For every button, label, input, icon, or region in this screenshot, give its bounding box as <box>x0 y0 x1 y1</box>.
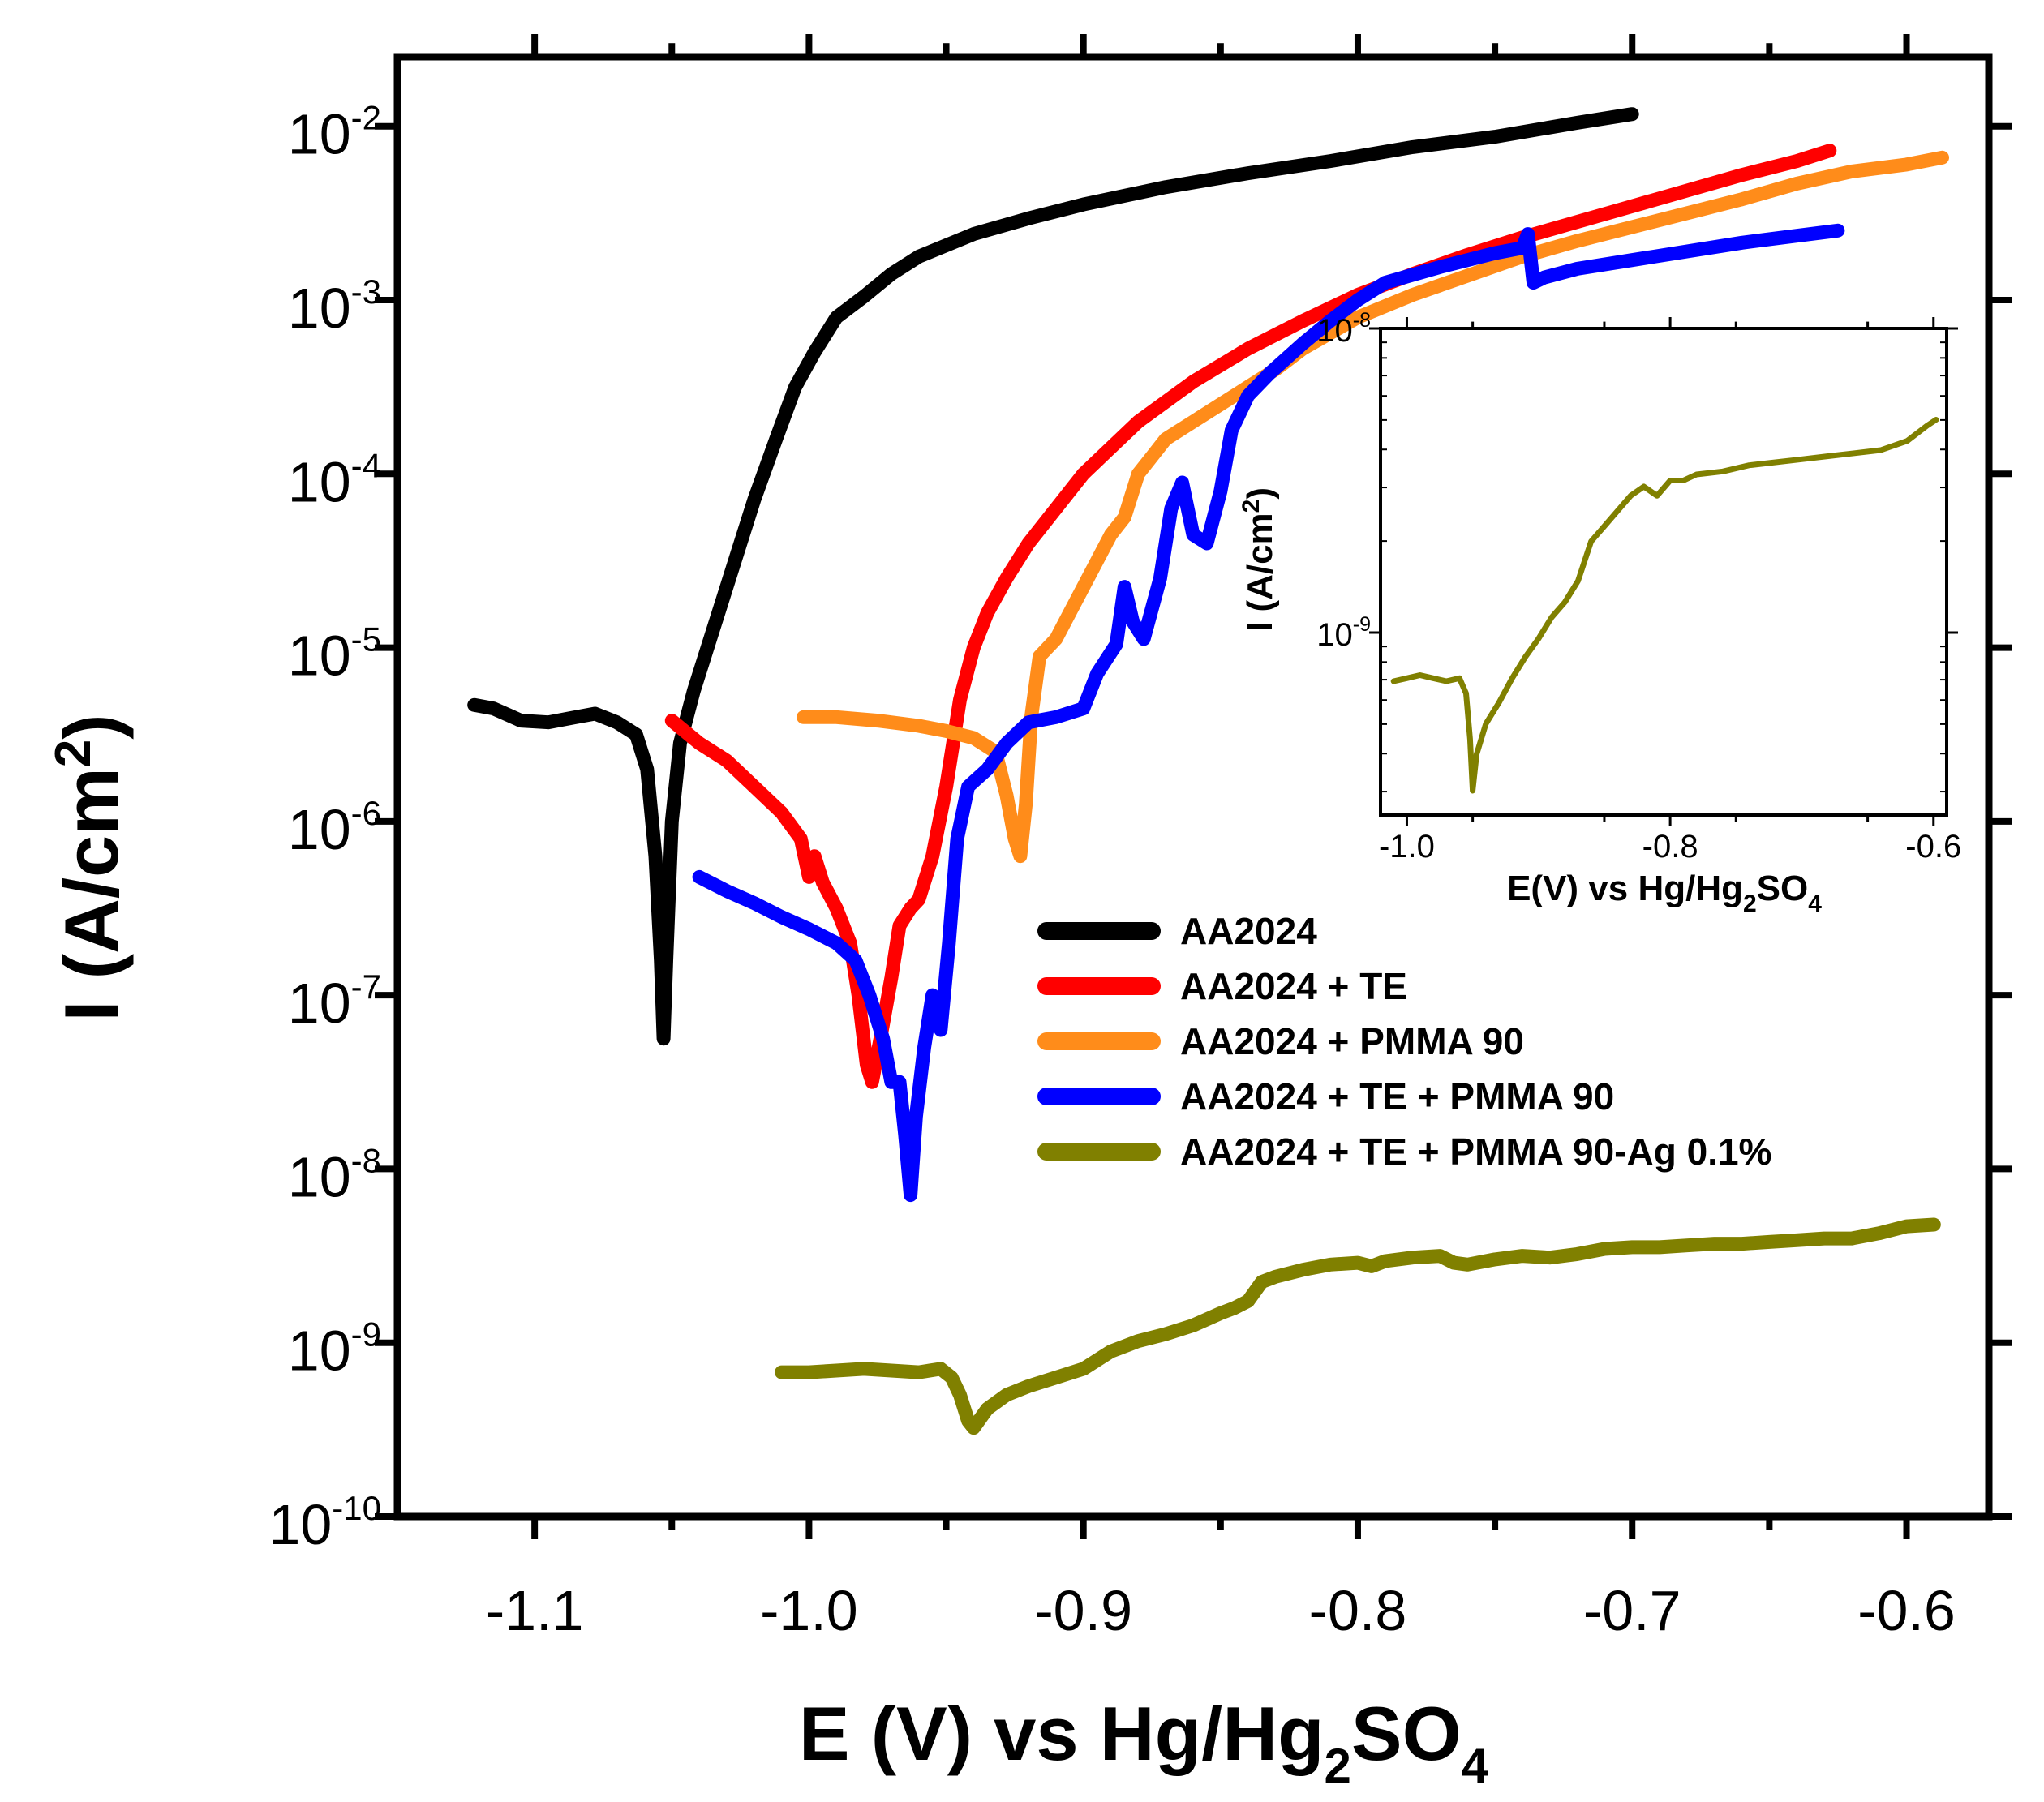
x-tick-label: -0.7 <box>1583 1579 1681 1642</box>
legend-label-aa2024-te: AA2024 + TE <box>1180 965 1407 1007</box>
inset-y-axis: 10-8 10-9 <box>1316 309 1958 793</box>
y-tick-label: 10-2 <box>288 99 381 166</box>
x-axis-title: E (V) vs Hg/Hg2SO4 <box>799 1691 1489 1793</box>
y-tick-label: 10-9 <box>288 1315 381 1383</box>
y-tick-label: 10-7 <box>288 968 381 1035</box>
series-aa2024 <box>467 107 1639 1046</box>
inset-plot-frame <box>1379 327 1948 817</box>
inset-series-group <box>1390 417 1939 794</box>
main-x-axis: -1.1 -1.0 -0.9 -0.8 -0.7 -0.6 <box>486 34 1956 1642</box>
inset-x-axis: -1.0 -0.8 -0.6 <box>1379 317 1961 865</box>
inset-y-tick-label: 10-9 <box>1316 613 1371 653</box>
legend: AA2024 AA2024 + TE AA2024 + PMMA 90 AA2024 … <box>1037 910 1771 1173</box>
inset-y-tick-label: 10-8 <box>1316 309 1371 349</box>
x-tick-label: -0.8 <box>1309 1579 1407 1642</box>
y-axis-title: I (A/cm2) <box>45 714 134 1021</box>
main-plot-area: -1.1 -1.0 -0.9 -0.8 -0.7 -0.6 10-1010-910-810… <box>45 34 2012 1793</box>
x-tick-label: -1.1 <box>486 1579 584 1642</box>
inset-x-tick-label: -1.0 <box>1379 829 1435 865</box>
y-tick-label: 10-5 <box>288 620 381 688</box>
series-aa2024-te-pmma-90-ag-0-1 <box>775 1217 1941 1435</box>
inset-x-tick-label: -0.8 <box>1642 829 1698 865</box>
main-y-axis: 10-10 10-9 10-8 10-7 10-6 10-5 10-4 10-3 10-2 <box>268 99 2012 1556</box>
legend-label-aa2024-te-pmma-90-ag-0-1: AA2024 + TE + PMMA 90-Ag 0.1% <box>1180 1131 1771 1173</box>
series-aa2024-pmma-90 <box>797 150 1949 864</box>
y-tick-label: 10-8 <box>288 1141 381 1208</box>
y-tick-label: 10-6 <box>288 794 381 861</box>
x-tick-label: -0.6 <box>1857 1579 1956 1642</box>
series-aa2024-te-pmma-90 <box>692 223 1845 1203</box>
legend-label-aa2024-te-pmma-90: AA2024 + TE + PMMA 90 <box>1180 1075 1614 1118</box>
inset-plot-area: -1.0 -0.8 -0.6 10-810-9 E(V) vs Hg/Hg2SO4 … <box>1238 309 1961 917</box>
y-tick-label: 10-10 <box>268 1489 381 1556</box>
x-tick-label: -1.0 <box>760 1579 858 1642</box>
inset-x-axis-title: E(V) vs Hg/Hg2SO4 <box>1507 869 1822 917</box>
inset-series-aa2024-te-pmma-90-ag-0-1 <box>1390 417 1939 794</box>
inset-y-axis-title: I (A/cm2) <box>1238 487 1280 632</box>
y-tick-label: 10-4 <box>288 446 381 513</box>
main-series-group <box>467 107 1949 1435</box>
inset-x-tick-label: -0.6 <box>1905 829 1961 865</box>
main-plot-frame <box>393 53 1993 1521</box>
x-tick-label: -0.9 <box>1034 1579 1132 1642</box>
legend-label-aa2024: AA2024 <box>1180 910 1317 952</box>
y-tick-label: 10-3 <box>288 272 381 340</box>
legend-label-aa2024-pmma-90: AA2024 + PMMA 90 <box>1180 1020 1524 1062</box>
